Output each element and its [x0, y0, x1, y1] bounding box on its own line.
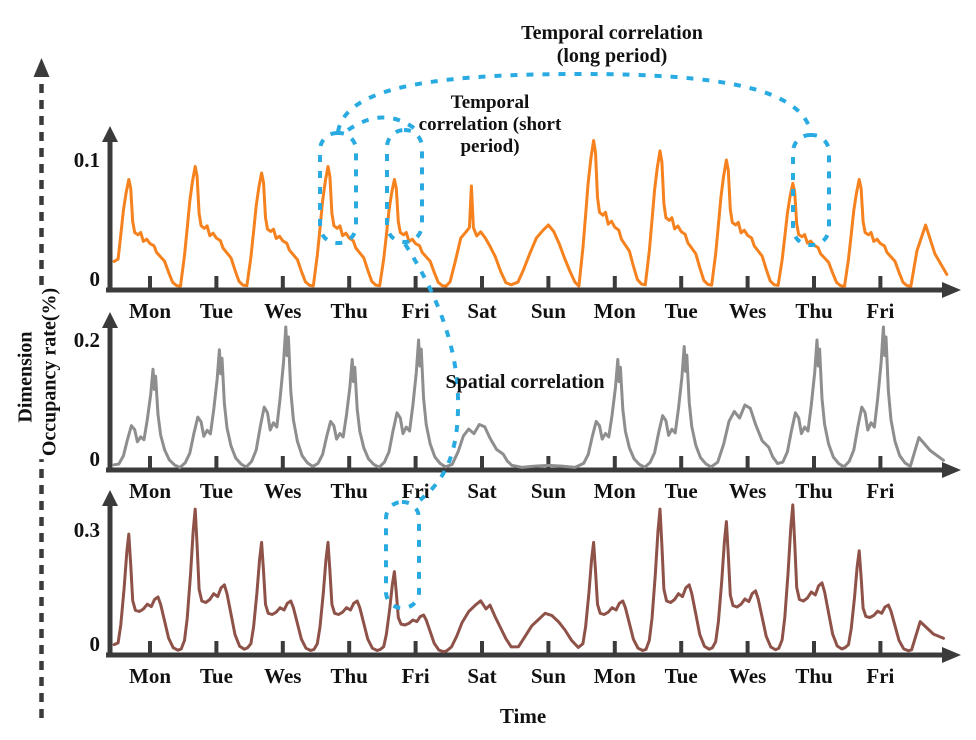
- day-label: Wes: [264, 299, 301, 323]
- y-tick-label: 0: [90, 632, 101, 656]
- day-label: Mon: [594, 664, 636, 688]
- day-label: Mon: [129, 664, 171, 688]
- day-label: Tue: [665, 479, 698, 503]
- temporal-long-line1: Temporal correlation: [521, 22, 703, 44]
- day-label: Thu: [331, 479, 369, 503]
- day-label: Thu: [331, 299, 369, 323]
- temporal-short-line3: period): [460, 136, 520, 157]
- x-axis-arrow-icon: [942, 647, 961, 663]
- y-axis-label: Occupancy rate(%): [38, 284, 62, 460]
- day-label: Sat: [467, 479, 496, 503]
- temporal-long-line2: (long period): [556, 45, 668, 67]
- day-label: Sun: [531, 479, 566, 503]
- y-tick-label: 0: [90, 267, 101, 291]
- y-tick-label: 0.1: [74, 148, 100, 172]
- day-label: Sun: [531, 664, 566, 688]
- day-label: Wes: [729, 479, 766, 503]
- series-line-top: [112, 139, 949, 288]
- day-label: Mon: [129, 479, 171, 503]
- day-label: Thu: [795, 299, 833, 323]
- day-label: Mon: [129, 299, 171, 323]
- day-label: Sat: [467, 299, 496, 323]
- day-label: Sun: [531, 299, 566, 323]
- day-label: Wes: [729, 299, 766, 323]
- day-label: Tue: [200, 664, 233, 688]
- day-label: Thu: [795, 479, 833, 503]
- day-label: Thu: [795, 664, 833, 688]
- dashed-box-thu-week1: [318, 131, 358, 245]
- temporal-short-line1: Temporal: [450, 92, 530, 113]
- day-label: Mon: [594, 299, 636, 323]
- x-axis-arrow-icon: [942, 282, 961, 298]
- day-label: Fri: [866, 299, 894, 323]
- dashed-box-thu-week2: [791, 133, 831, 247]
- short-period-curve: [346, 115, 416, 132]
- day-label: Thu: [331, 664, 369, 688]
- temporal-long-annotation: Temporal correlation (long period): [462, 22, 762, 68]
- y-tick-label: 0.2: [74, 328, 100, 352]
- series-line-middle: [112, 325, 945, 469]
- day-label: Fri: [402, 479, 430, 503]
- long-period-curve: [336, 71, 813, 133]
- temporal-short-line2: correlation (short: [418, 114, 562, 135]
- day-label: Wes: [729, 664, 766, 688]
- x-axis-arrow-icon: [942, 462, 961, 478]
- day-label: Tue: [200, 479, 233, 503]
- series-line-bottom: [112, 503, 945, 654]
- dimension-axis-label: Dimension: [14, 331, 37, 423]
- day-label: Tue: [200, 299, 233, 323]
- y-tick-label: 0: [90, 447, 101, 471]
- day-label: Mon: [594, 479, 636, 503]
- day-label: Fri: [402, 664, 430, 688]
- dashed-box-fri-week1: [385, 128, 424, 244]
- day-label: Tue: [665, 299, 698, 323]
- spatial-annotation: Spatial correlation: [445, 371, 605, 393]
- day-label: Wes: [264, 664, 301, 688]
- day-label: Fri: [866, 479, 894, 503]
- day-label: Fri: [866, 664, 894, 688]
- spatial-curve: [403, 242, 461, 502]
- x-axis-label: Time: [499, 704, 547, 728]
- dimension-arrow-head-icon: [33, 58, 50, 77]
- day-label: Sat: [467, 664, 496, 688]
- y-axis-arrow-icon: [102, 490, 118, 506]
- y-axis-arrow-icon: [102, 126, 118, 142]
- day-label: Tue: [665, 664, 698, 688]
- day-label: Wes: [264, 479, 301, 503]
- temporal-short-annotation: Temporal correlation (short period): [390, 92, 590, 158]
- y-axis-arrow-icon: [102, 312, 118, 328]
- y-tick-label: 0.3: [74, 518, 100, 542]
- day-label: Fri: [402, 299, 430, 323]
- dashed-box-fri-bottom: [384, 500, 421, 610]
